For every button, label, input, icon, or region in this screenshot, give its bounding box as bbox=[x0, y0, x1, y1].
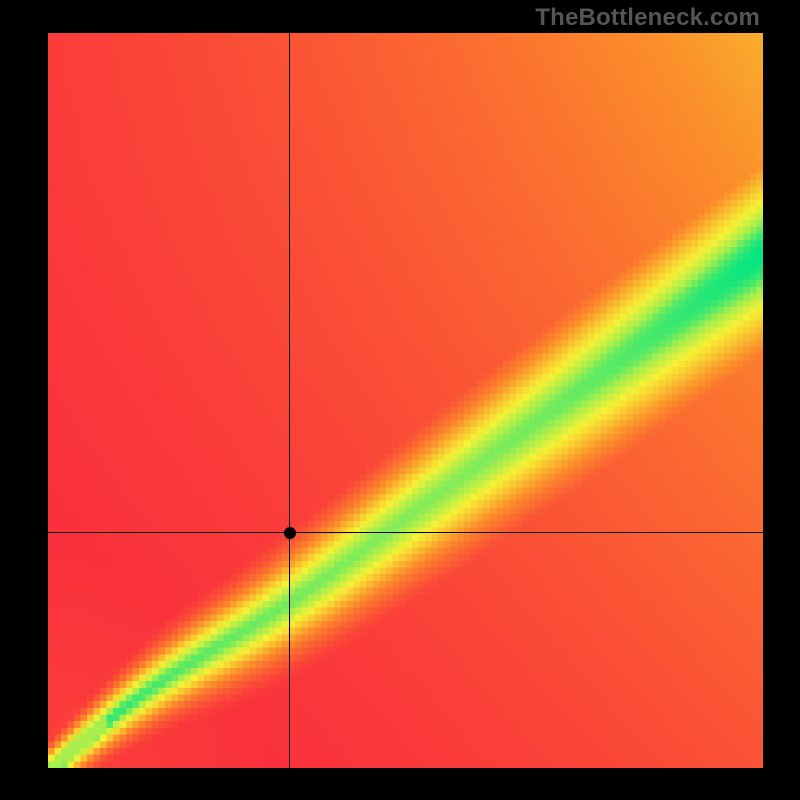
bottleneck-heatmap bbox=[48, 33, 763, 768]
crosshair-marker bbox=[284, 527, 296, 539]
watermark-text: TheBottleneck.com bbox=[535, 4, 760, 32]
crosshair-horizontal bbox=[48, 532, 763, 533]
crosshair-vertical bbox=[289, 33, 290, 768]
